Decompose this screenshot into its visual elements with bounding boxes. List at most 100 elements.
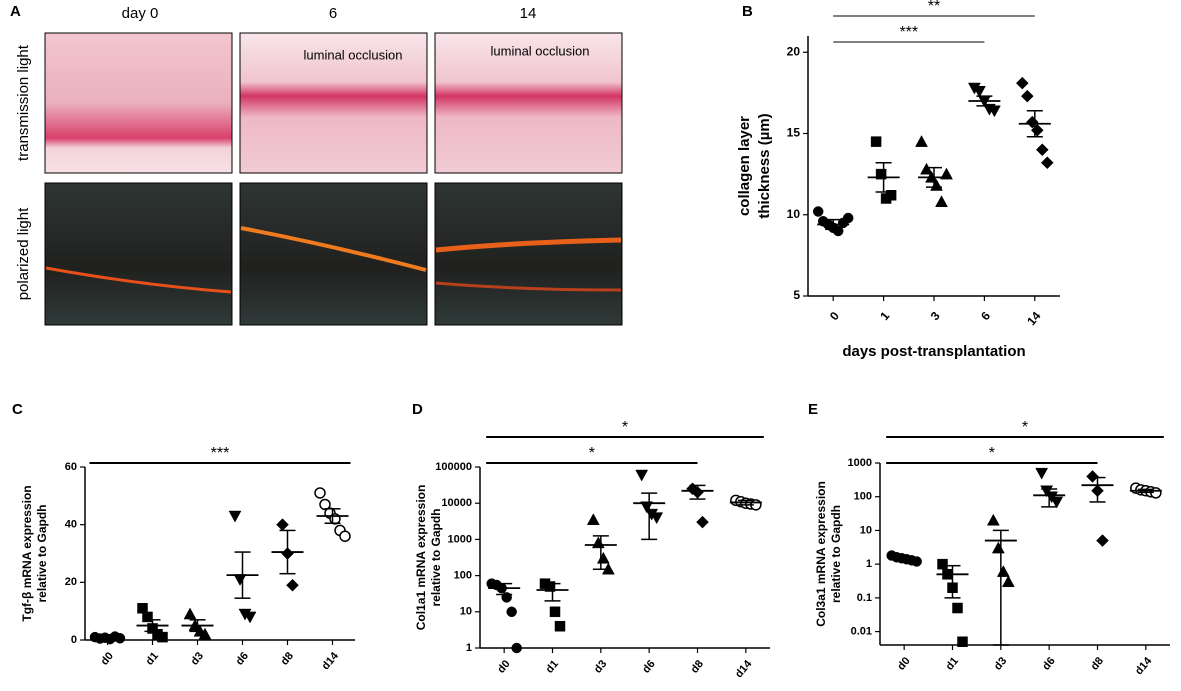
significance-label: * xyxy=(589,445,595,462)
y-axis-label: relative to Gapdh xyxy=(429,508,443,606)
panel-label: A xyxy=(10,3,21,20)
x-tick-label: d6 xyxy=(640,658,657,676)
y-tick-label: 20 xyxy=(65,576,77,588)
data-point xyxy=(915,135,928,147)
y-tick-label: 5 xyxy=(793,288,800,302)
data-point xyxy=(596,551,610,564)
data-point xyxy=(1035,467,1049,480)
data-point xyxy=(870,136,882,147)
x-tick-label: d3 xyxy=(992,655,1009,673)
panel-label: B xyxy=(742,3,753,20)
x-tick-label: 1 xyxy=(877,309,892,323)
y-tick-label: 10000 xyxy=(441,497,472,509)
data-point xyxy=(591,536,605,549)
x-tick-label: d14 xyxy=(320,649,342,672)
panel-label: C xyxy=(12,401,23,418)
x-tick-label: d8 xyxy=(689,658,706,676)
significance-label: * xyxy=(989,445,995,462)
data-point xyxy=(1050,496,1064,509)
collagen-streak xyxy=(435,237,622,253)
data-point xyxy=(935,195,948,207)
data-point xyxy=(586,513,600,525)
annotation: luminal occlusion xyxy=(491,43,590,58)
significance-label: *** xyxy=(899,24,918,41)
data-point xyxy=(544,581,556,592)
y-axis-label: Col3a1 mRNA expression xyxy=(814,481,828,627)
collagen-streak xyxy=(240,226,427,272)
micrograph xyxy=(434,32,623,174)
data-point xyxy=(1001,575,1015,588)
micrograph xyxy=(44,32,233,174)
significance-label: *** xyxy=(211,445,230,462)
x-tick-label: d0 xyxy=(895,655,912,673)
data-point xyxy=(650,512,664,525)
significance-label: * xyxy=(622,419,628,436)
y-tick-label: 15 xyxy=(787,126,801,140)
data-point xyxy=(1015,76,1029,90)
y-tick-label: 1 xyxy=(466,642,472,654)
x-tick-label: d6 xyxy=(1040,655,1057,673)
data-point xyxy=(957,636,968,647)
x-tick-label: d8 xyxy=(1089,655,1106,673)
x-tick-label: d3 xyxy=(592,658,609,676)
data-point xyxy=(1040,156,1054,170)
x-tick-label: 6 xyxy=(978,309,993,323)
x-tick-label: d1 xyxy=(944,655,961,673)
annotation: luminal occlusion xyxy=(304,47,403,62)
column-label: 6 xyxy=(329,5,337,22)
data-point xyxy=(554,620,566,632)
data-point xyxy=(696,515,709,529)
data-point xyxy=(1096,534,1109,547)
data-point xyxy=(506,606,517,618)
y-axis-label: thickness (µm) xyxy=(756,113,773,218)
data-point xyxy=(986,513,1000,526)
data-point xyxy=(635,469,649,482)
data-point xyxy=(952,602,963,614)
data-point xyxy=(972,86,986,98)
data-point xyxy=(157,631,168,643)
x-tick-label: d6 xyxy=(234,650,251,668)
data-point xyxy=(228,510,242,523)
y-tick-label: 100 xyxy=(454,570,472,582)
column-label: day 0 xyxy=(122,5,159,22)
x-tick-label: d1 xyxy=(144,650,161,668)
x-tick-label: d0 xyxy=(99,650,116,668)
data-point xyxy=(832,225,844,237)
data-point xyxy=(812,206,824,217)
panel-a-images xyxy=(44,32,623,326)
data-point xyxy=(198,627,212,640)
data-point xyxy=(286,578,299,592)
data-point xyxy=(276,518,289,532)
data-point xyxy=(940,167,953,180)
y-tick-label: 20 xyxy=(787,44,801,58)
micrograph xyxy=(44,182,233,326)
y-tick-label: 1000 xyxy=(448,533,472,545)
x-tick-label: d3 xyxy=(189,650,206,668)
x-tick-label: d14 xyxy=(733,657,755,680)
data-point xyxy=(183,607,197,620)
data-point xyxy=(243,611,257,624)
y-tick-label: 100000 xyxy=(435,461,472,473)
y-tick-label: 10 xyxy=(787,207,801,221)
panel-label: E xyxy=(808,401,818,418)
x-tick-label: 0 xyxy=(827,309,842,323)
y-tick-label: 0 xyxy=(71,634,77,646)
y-tick-label: 60 xyxy=(65,461,77,473)
data-point xyxy=(339,530,351,542)
x-tick-label: d8 xyxy=(279,650,296,668)
data-point xyxy=(996,565,1010,577)
y-tick-label: 10 xyxy=(860,524,872,536)
x-tick-label: 3 xyxy=(928,309,943,323)
data-point xyxy=(511,642,522,654)
x-tick-label: d0 xyxy=(495,658,512,676)
y-tick-label: 0.1 xyxy=(857,592,872,604)
data-point xyxy=(233,574,247,586)
y-axis-label: relative to Gapdh xyxy=(829,505,843,603)
data-point xyxy=(314,487,326,499)
significance-label: * xyxy=(1022,419,1028,436)
column-label: 14 xyxy=(520,5,537,22)
micrograph xyxy=(239,32,428,174)
y-tick-label: 100 xyxy=(854,491,872,503)
data-point xyxy=(1035,143,1049,157)
